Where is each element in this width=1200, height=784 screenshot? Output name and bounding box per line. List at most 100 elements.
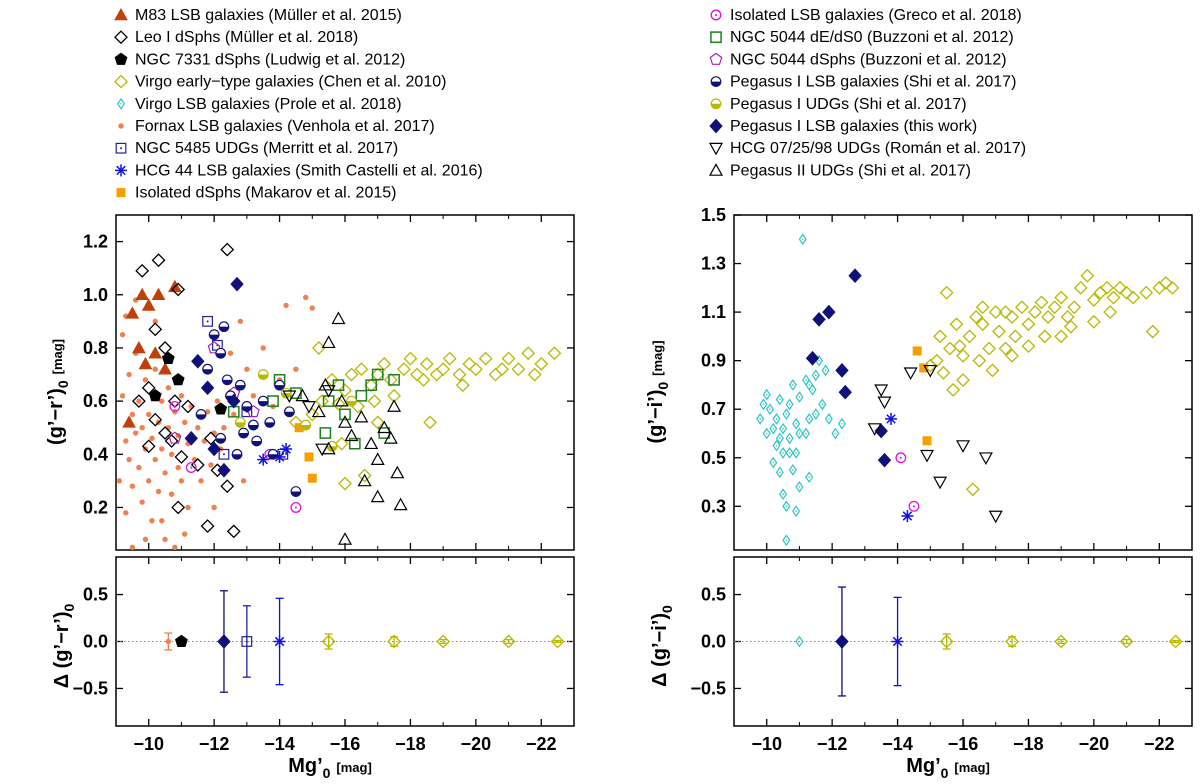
data-point	[168, 491, 175, 497]
data-point	[393, 497, 408, 511]
data-point	[1054, 290, 1069, 305]
data-point	[231, 448, 243, 460]
data-point	[354, 409, 369, 423]
data-point	[956, 348, 970, 363]
data-point	[309, 305, 315, 311]
data-point	[148, 412, 163, 427]
data-point	[293, 366, 299, 372]
data-point	[998, 305, 1013, 320]
data-point	[1126, 290, 1141, 305]
data-point	[171, 282, 186, 297]
data-point	[132, 340, 146, 354]
data-point	[811, 369, 820, 382]
data-point	[1005, 348, 1019, 363]
legend-left-label: M83 LSB galaxies (Müller et al. 2015)	[135, 7, 402, 24]
data-point	[207, 341, 221, 354]
data-point	[178, 393, 185, 399]
error-point	[501, 634, 516, 649]
data-point	[1086, 314, 1101, 329]
data-point	[119, 331, 126, 338]
data-point	[338, 476, 352, 491]
data-point	[929, 353, 944, 368]
data-point	[877, 452, 892, 468]
data-point	[337, 415, 353, 428]
data-point	[939, 285, 954, 300]
data-point	[501, 351, 516, 366]
data-point	[933, 329, 948, 344]
data-point	[221, 374, 233, 386]
x-tick-label: −14	[882, 734, 913, 754]
data-point	[159, 518, 165, 524]
data-point	[174, 450, 189, 464]
data-point	[903, 367, 918, 381]
data-point	[172, 544, 178, 550]
y-tick-label: 0.0	[701, 632, 726, 652]
data-point	[165, 385, 172, 391]
data-point	[1008, 329, 1023, 344]
panel-left-lower: −10 −12 −14 −16 −18 −20 −22 −0.5 0.0 0.5	[72, 556, 575, 754]
data-point	[175, 464, 181, 471]
data-point	[171, 373, 185, 386]
data-point	[355, 389, 368, 402]
data-point	[221, 424, 227, 431]
data-point	[211, 504, 217, 511]
data-point	[142, 536, 149, 543]
legend-right: Isolated LSB galaxies (Greco et al. 2018…	[708, 7, 1026, 179]
data-point	[511, 362, 526, 377]
data-point	[185, 504, 191, 511]
legend-right-marker-icon	[710, 76, 722, 87]
legend-right-marker-icon	[710, 9, 722, 21]
y-tick-label: 1.5	[701, 205, 726, 225]
data-point	[1103, 305, 1118, 320]
error-point	[891, 635, 904, 648]
data-point	[339, 408, 351, 421]
data-point	[185, 462, 197, 474]
data-point	[779, 422, 788, 435]
data-point	[1165, 280, 1180, 295]
legend-right-entry: Pegasus II UDGs (Shi et al. 2017)	[708, 162, 971, 179]
data-point	[805, 471, 814, 484]
data-point	[337, 532, 353, 545]
data-point	[419, 356, 434, 371]
data-point	[119, 393, 126, 399]
legend-right-label: Isolated LSB galaxies (Greco et al. 2018…	[730, 7, 1022, 24]
data-point	[208, 462, 214, 468]
data-point	[146, 411, 152, 418]
error-bar	[1008, 636, 1017, 647]
data-point	[478, 351, 493, 366]
data-point	[1047, 300, 1062, 315]
data-point	[241, 401, 253, 412]
legend-right-marker-icon	[710, 31, 722, 44]
data-point	[257, 369, 269, 380]
data-point	[867, 423, 882, 436]
data-point	[1139, 285, 1154, 300]
data-point	[202, 363, 214, 375]
data-point	[311, 404, 326, 418]
data-point	[808, 383, 817, 396]
data-point	[795, 481, 804, 493]
legend-right-label: Pegasus II UDGs (Shi et al. 2017)	[730, 162, 971, 179]
error-point	[1168, 634, 1183, 649]
data-point	[304, 452, 314, 462]
data-point	[344, 367, 359, 382]
legend-right-marker-icon	[708, 142, 724, 156]
data-point	[169, 400, 181, 412]
data-point	[908, 500, 920, 512]
data-point	[136, 464, 142, 471]
legend-left: M83 LSB galaxies (Müller et al. 2015) Leo…	[114, 7, 483, 202]
y-tick-label: 0.5	[701, 448, 726, 468]
data-point	[282, 390, 297, 404]
data-point	[294, 423, 304, 433]
data-point	[775, 393, 784, 406]
data-point	[162, 536, 168, 543]
data-point	[136, 398, 142, 404]
error-bar	[1057, 638, 1066, 645]
series-circle-dot	[895, 452, 920, 512]
data-point	[307, 473, 317, 483]
left-upper-y-axis-title: (g’−r’)0[mag]	[45, 339, 71, 445]
data-point	[301, 401, 317, 414]
error-point	[939, 634, 954, 649]
data-point	[191, 353, 205, 369]
data-point	[1067, 300, 1082, 315]
data-point	[131, 394, 146, 409]
